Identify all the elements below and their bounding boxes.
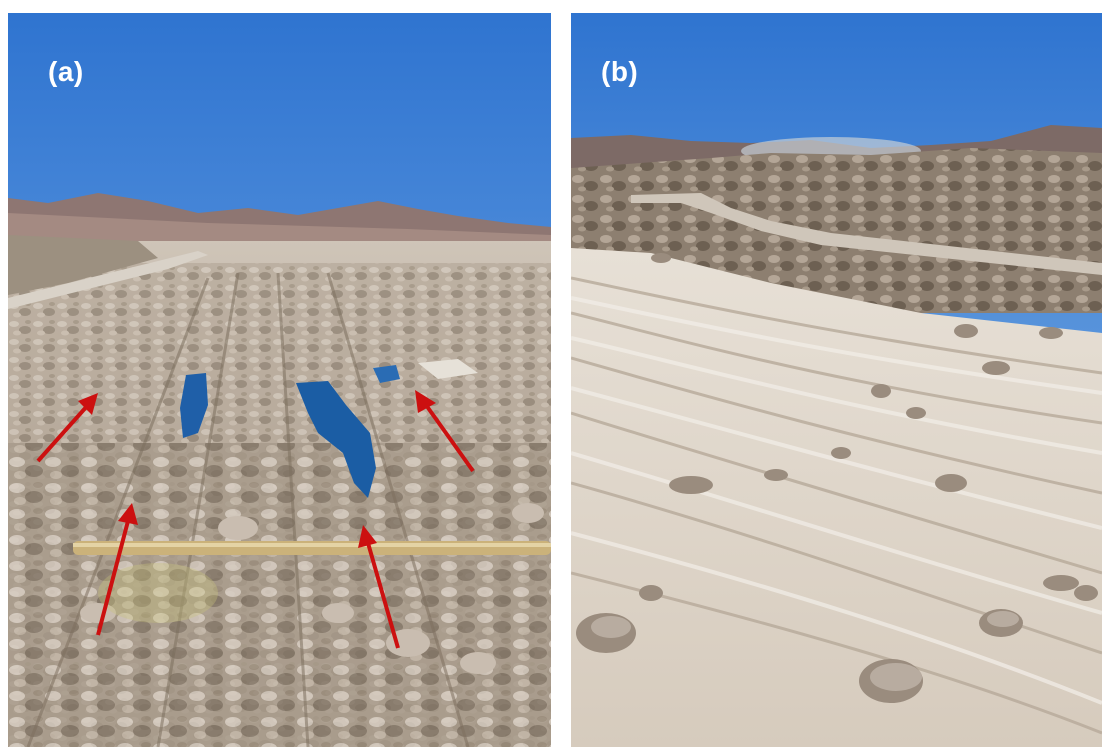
panel-a-label: (a): [48, 56, 84, 87]
panel-b-photo: (b): [571, 13, 1102, 747]
panel-b-scene: [571, 13, 1102, 747]
panel-a-photo: (a): [8, 13, 551, 747]
panel-a-scene: [8, 13, 551, 747]
panel-b-label: (b): [601, 56, 639, 87]
